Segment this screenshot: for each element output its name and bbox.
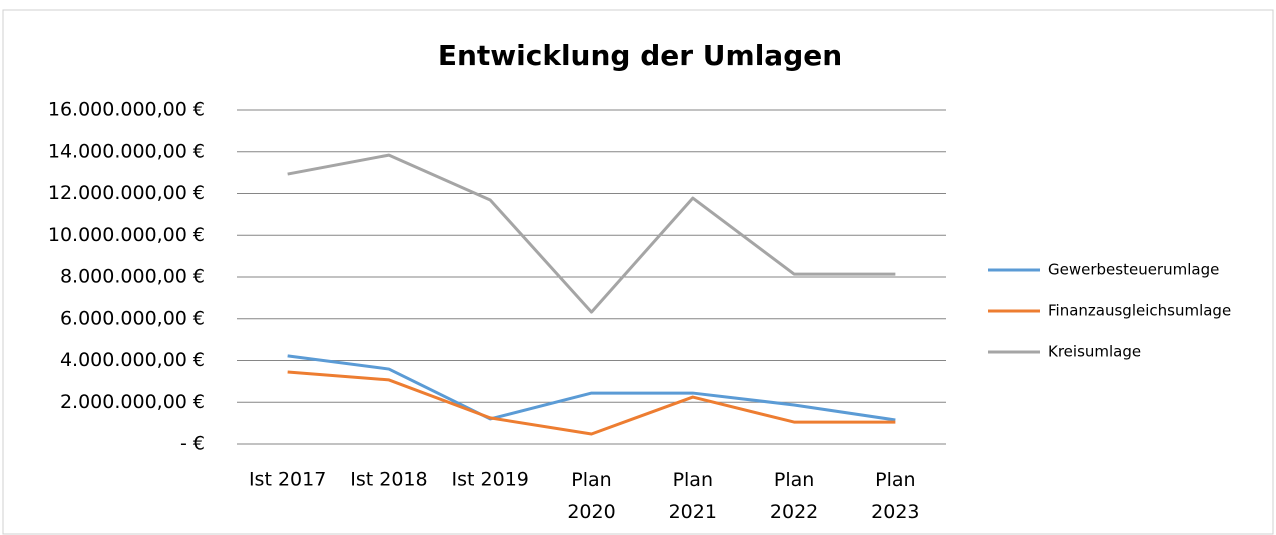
legend-label: Kreisumlage — [1048, 343, 1141, 361]
x-tick-label: Ist 2018 — [350, 469, 427, 491]
legend-label: Finanzausgleichsumlage — [1048, 302, 1231, 320]
x-tick-label: Plan 2020 — [567, 469, 615, 523]
x-tick-label: Ist 2019 — [452, 469, 529, 491]
series-line — [287, 354, 896, 422]
y-tick-label: 14.000.000,00 € — [48, 140, 205, 162]
legend-label: Gewerbesteuerumlage — [1048, 261, 1219, 279]
y-tick-label: - € — [180, 433, 205, 455]
series-line — [287, 370, 896, 436]
x-tick-label: Plan 2021 — [669, 469, 717, 523]
chart-title: Entwicklung der Umlagen — [438, 39, 842, 72]
x-tick-label: Plan 2022 — [770, 469, 818, 523]
y-tick-label: 4.000.000,00 € — [60, 349, 205, 371]
y-tick-label: 2.000.000,00 € — [60, 391, 205, 413]
chart-border — [2, 9, 1274, 535]
y-tick-label: 6.000.000,00 € — [60, 307, 205, 329]
y-tick-label: 10.000.000,00 € — [48, 224, 205, 246]
y-tick-label: 16.000.000,00 € — [48, 99, 205, 121]
x-tick-label: Plan 2023 — [871, 469, 919, 523]
y-tick-label: 12.000.000,00 € — [48, 182, 205, 204]
y-tick-label: 8.000.000,00 € — [60, 266, 205, 288]
series-line — [287, 153, 896, 314]
x-tick-label: Ist 2017 — [249, 469, 326, 491]
